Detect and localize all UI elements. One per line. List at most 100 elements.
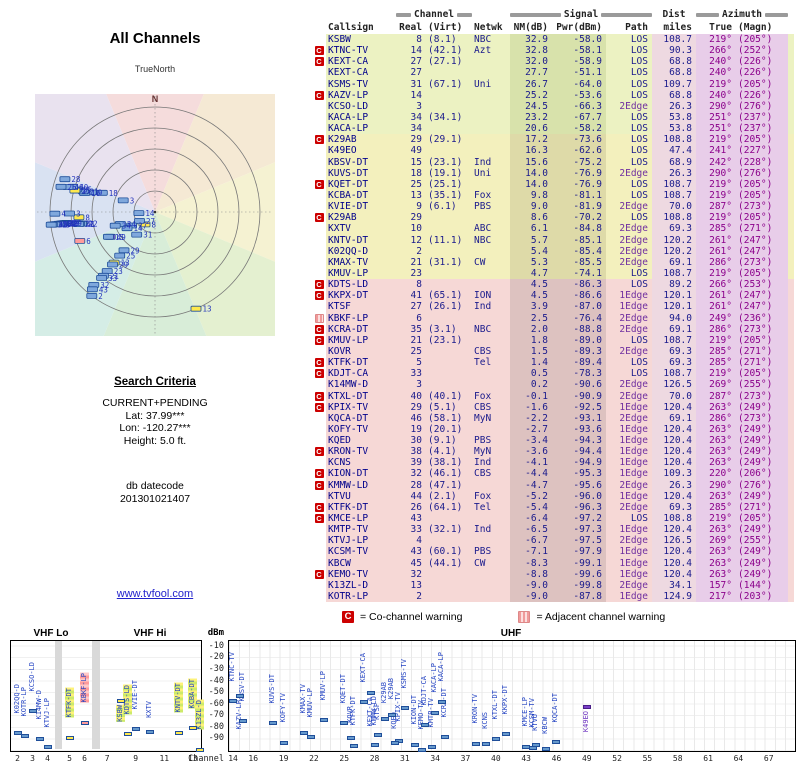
virt-channel-cell: (38.1) (428, 457, 463, 469)
virt-channel-cell (426, 513, 472, 524)
channel-tick-label: 55 (642, 754, 653, 763)
warning-cell (312, 156, 326, 168)
azimuth-true-cell: 261° (696, 245, 736, 257)
db-datecode-value: 201301021407 (119, 493, 191, 505)
miles-cell: 120.4 (652, 557, 696, 569)
virt-channel-cell (426, 246, 472, 257)
pwr-cell: -97.5 (552, 535, 606, 547)
real-channel-cell: 44 (410, 490, 422, 502)
tvfool-link[interactable]: www.tvfool.com (116, 588, 194, 600)
miles-cell: 69.1 (652, 323, 696, 335)
adjacent-channel-warning-icon (314, 313, 324, 323)
azimuth-true-cell: 285° (696, 357, 736, 369)
radar-channel-label: 43 (61, 220, 70, 229)
real-channel-cell: 5 (416, 357, 422, 369)
spectrum-marker (236, 694, 245, 699)
real-channel-cell: 14 (410, 89, 422, 101)
virt-channel-cell (426, 212, 472, 223)
azimuth-magn-cell: (205°) (736, 189, 788, 202)
virt-channel-cell: (26.1) (428, 301, 463, 313)
radar-channel-label: 33 (108, 274, 117, 283)
callsign-cell: KCSO-LD (328, 100, 369, 112)
signal-table: Channel Signal Dist Azimuth Callsign Rea… (312, 8, 794, 603)
real-channel-cell: 29 (410, 212, 422, 224)
col-callsign: Callsign (328, 22, 374, 33)
miles-cell: 120.4 (652, 568, 696, 580)
miles-cell: 70.0 (652, 201, 696, 213)
col-magn: (Magn) (738, 22, 773, 33)
azimuth-magn-cell: (273°) (736, 201, 788, 213)
callsign-cell: KAZV-LP (328, 89, 369, 101)
miles-cell: 68.8 (652, 56, 696, 68)
warning-cell (312, 201, 326, 213)
radar-channel-label: 13 (203, 305, 212, 314)
radar-channel-label: 32 (100, 281, 109, 290)
real-channel-cell: 43 (410, 513, 422, 525)
col-miles: miles (663, 22, 692, 33)
pwr-cell: -58.0 (552, 34, 606, 46)
co-channel-legend-text: = Co-channel warning (360, 611, 463, 623)
virt-channel-cell: (42.1) (428, 45, 463, 57)
dbm-tick-label: -80 (208, 721, 224, 732)
callsign-cell: KMUV-LP (328, 334, 369, 346)
radar-channel-label: 14 (145, 209, 155, 218)
warning-cell (312, 535, 326, 547)
vhf-lo-title: VHF Lo (33, 628, 69, 639)
pwr-cell: -58.9 (552, 56, 606, 68)
miles-cell: 108.7 (652, 189, 696, 202)
nm-cell: -6.4 (510, 513, 552, 525)
real-channel-cell: 34 (410, 123, 422, 135)
spectrum-marker (428, 744, 437, 749)
miles-cell: 53.8 (652, 123, 696, 135)
real-channel-cell: 32 (410, 568, 422, 580)
azimuth-true-cell: 251° (696, 111, 736, 124)
callsign-cell: K02QQ-D (328, 245, 369, 257)
virt-channel-cell: (25.1) (428, 178, 463, 190)
callsign-cell: KSMS-TV (328, 78, 369, 90)
path-cell: 2Edge (619, 167, 648, 179)
callsign-cell: KCBA-DT (328, 189, 369, 201)
channel-tick-label: 37 (460, 754, 471, 763)
real-channel-cell: 12 (410, 234, 422, 246)
azimuth-magn-cell: (205°) (736, 134, 788, 146)
azimuth-magn-cell: (227°) (736, 145, 788, 157)
azimuth-magn-cell: (247°) (736, 290, 788, 302)
dbm-tick-label: -60 (208, 698, 224, 709)
azimuth-magn-cell: (255°) (736, 535, 788, 547)
table-row: C KKPX-DT 41 (65.1) ION 4.5 -86.6 1Edge 120.1 261… (312, 290, 794, 302)
nm-cell: 15.6 (510, 156, 552, 168)
spectrum-marker (360, 700, 369, 705)
col-pwr: Pwr(dBm) (556, 22, 602, 33)
nm-cell: 3.9 (510, 301, 552, 313)
table-row: KTSF 27 (26.1) Ind 3.9 -87.0 1Edge 120.1 261° (24… (312, 301, 794, 313)
table-row: KMTP-TV 33 (32.1) Ind -6.5 -97.3 1Edge 120.4 263… (312, 524, 794, 536)
table-row: KQED 30 (9.1) PBS -3.4 -94.3 1Edge 120.4 263° (24… (312, 435, 794, 447)
warning-cell (312, 301, 326, 313)
search-criteria-heading: Search Criteria (114, 376, 196, 388)
azimuth-magn-cell: (203°) (736, 591, 788, 603)
co-channel-warning-icon: C (314, 502, 324, 512)
radar-channel-label: 44 (65, 220, 75, 229)
real-channel-cell: 34 (410, 111, 422, 123)
pwr-cell: -90.9 (552, 390, 606, 402)
nm-cell: 24.5 (510, 100, 552, 112)
callsign-cell: KKPX-DT (328, 290, 369, 302)
virt-channel-cell: (8.1) (428, 34, 457, 45)
spectrum-marker (239, 719, 248, 724)
spectrum-callsign-label: KTFK-DT (349, 696, 358, 726)
callsign-cell: KTNC-TV (328, 45, 369, 57)
channel-tick-label: 2 (15, 754, 20, 763)
spectrum-marker (229, 699, 238, 704)
spectrum-marker (350, 743, 359, 748)
table-row: C KDTS-LD 8 4.5 -86.3 LOS 89.2 266° (253°) (312, 279, 794, 291)
callsign-cell: K13ZL-D (328, 579, 369, 591)
azimuth-true-cell: 285° (696, 345, 736, 358)
warning-cell (312, 267, 326, 280)
path-cell: 1Edge (619, 468, 648, 480)
spectrum-marker (380, 717, 389, 722)
network-cell (472, 212, 510, 223)
co-channel-warning-icon: C (314, 469, 324, 479)
channel-tick-label: 52 (612, 754, 622, 763)
criteria-height: Height: 5.0 ft. (123, 434, 187, 447)
warning-cell (312, 490, 326, 502)
